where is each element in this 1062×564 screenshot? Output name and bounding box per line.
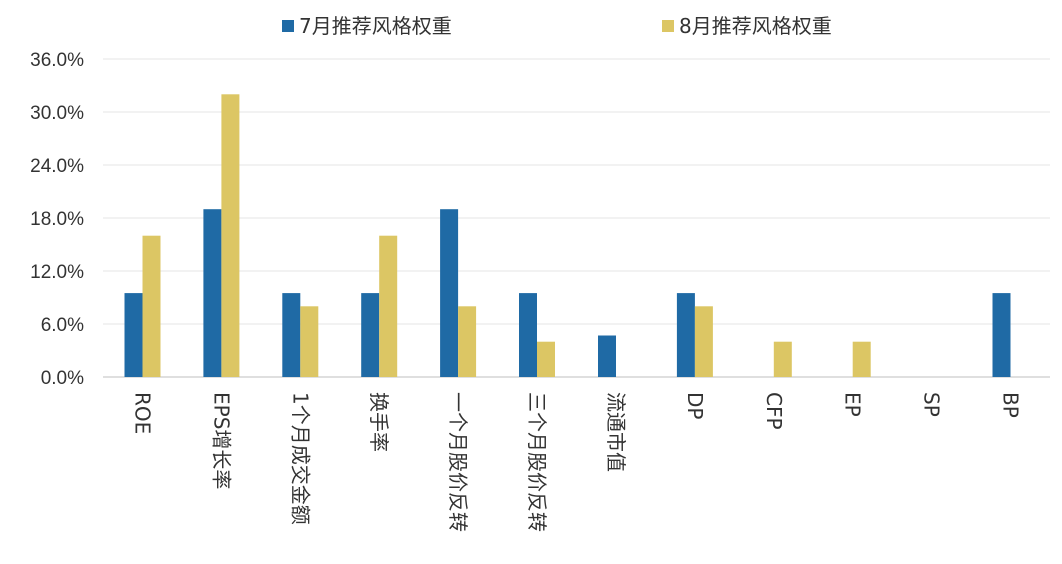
legend: 7月推荐风格权重 8月推荐风格权重 [282,14,832,38]
bar-july [440,209,459,377]
bar-august [773,341,792,377]
bar-august [142,235,161,377]
bar-august [852,341,871,377]
x-tick-label: 换手率 [367,392,391,452]
y-tick-label: 18.0% [30,209,84,230]
y-axis: 0.0% 6.0% 12.0% 18.0% 24.0% 30.0% 36.0% [30,50,84,389]
bar-july [361,293,380,377]
bar-august [379,235,398,377]
x-tick-label: ROE [130,392,154,434]
bar-august [537,341,555,377]
bar-august [694,306,713,377]
x-tick-label: BP [999,392,1023,418]
x-tick-label: DP [683,392,707,419]
bar-july [519,293,537,377]
bar-august [300,306,319,377]
bar-july [676,293,695,377]
y-tick-label: 30.0% [30,103,84,124]
x-tick-label: 三个月股价反转 [525,392,549,532]
bar-august [458,306,477,377]
bar-july [282,293,301,377]
bar-july [598,335,616,377]
legend-swatch [282,20,294,32]
legend-swatch [662,20,674,32]
bar-july [124,293,143,377]
x-tick-label: EPS增长率 [209,392,233,489]
y-tick-label: 36.0% [30,50,84,71]
y-tick-label: 0.0% [41,368,84,389]
y-tick-label: 6.0% [41,315,84,336]
bar-july [992,293,1011,377]
gridlines [103,58,1050,378]
x-tick-label: 流通市值 [604,392,628,472]
y-tick-label: 24.0% [30,156,84,177]
x-tick-label: EP [841,392,865,417]
x-tick-label: SP [920,392,944,417]
bar-august [221,94,240,378]
x-tick-label: 一个月股价反转 [446,392,470,532]
bars [124,94,1011,378]
bar-july [203,209,222,377]
legend-label: 7月推荐风格权重 [299,14,452,38]
y-tick-label: 12.0% [30,262,84,283]
x-axis: ROE EPS增长率 1个月成交金额 换手率 一个月股价反转 三个月股价反转 流通市值 DP C… [130,392,1022,532]
x-tick-label: CFP [762,392,786,430]
x-tick-label: 1个月成交金额 [288,392,312,525]
legend-label: 8月推荐风格权重 [679,14,832,38]
